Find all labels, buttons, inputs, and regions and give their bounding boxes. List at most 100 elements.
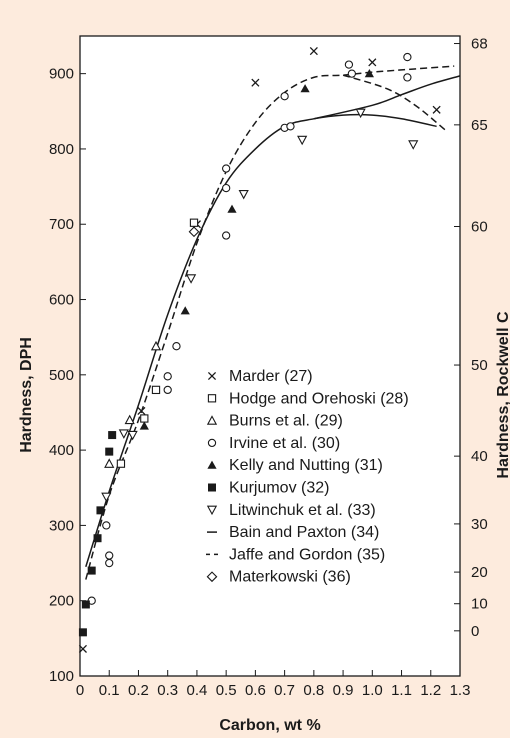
litwinchuk-et-al-33-point: [101, 492, 112, 503]
y-tick-label: 500: [49, 367, 74, 384]
irvine-et-al-30-point: [344, 60, 354, 69]
legend-label-burns-et-al-29: Burns et al. (29): [229, 413, 343, 430]
y-axis-label: Hardness, DPH: [18, 337, 35, 453]
y-tick-label: 600: [49, 292, 74, 309]
legend-label-jaffe-and-gordon-35: Jaffe and Gordon (35): [229, 546, 385, 563]
legend-label-kelly-and-nutting-31: Kelly and Nutting (31): [229, 457, 383, 474]
y-tick-label: 300: [49, 517, 74, 534]
y2-tick-label: 30: [471, 516, 488, 533]
litwinchuk-et-al-33-point: [355, 108, 366, 119]
x-tick-label: 0.9: [333, 682, 354, 699]
y-tick-label: 900: [49, 66, 74, 83]
x-tick-label: 0.4: [186, 682, 207, 699]
irvine-et-al-30-point: [163, 372, 172, 381]
kurjumov-32-point: [78, 628, 87, 637]
y-tick-label: 700: [49, 216, 74, 233]
marder-27-point: [309, 46, 318, 56]
x-tick-label: 0.2: [128, 682, 149, 699]
irvine-et-al-30-point: [280, 92, 289, 101]
y2-tick-label: 50: [471, 357, 488, 374]
y2-axis-label: Hardness, Rockwell C: [495, 311, 510, 479]
legend-swatch-kelly-and-nutting-31: [207, 460, 217, 469]
kelly-and-nutting-31-point: [364, 69, 374, 78]
kelly-and-nutting-31-point: [227, 204, 237, 213]
x-tick-label: 1.2: [420, 682, 441, 699]
legend-swatch-materkowski-36: [206, 571, 218, 583]
hodge-and-orehoski-28-point: [116, 459, 126, 468]
extra-curve-2-curve: [342, 74, 446, 131]
plot-frame: [79, 35, 461, 677]
litwinchuk-et-al-33-point: [238, 189, 249, 200]
litwinchuk-et-al-33-point: [118, 429, 129, 439]
y-tick-label: 800: [49, 141, 74, 158]
litwinchuk-et-al-33-point: [297, 135, 308, 146]
y2-tick-label: 65: [471, 117, 488, 134]
legend-label-marder-27: Marder (27): [229, 368, 313, 385]
x-tick-label: 1.3: [450, 682, 471, 699]
legend-swatch-marder-27: [207, 371, 217, 381]
irvine-et-al-30-point: [105, 558, 114, 568]
marder-27-point: [137, 406, 146, 416]
legend-swatch-burns-et-al-29: [206, 415, 218, 425]
x-tick-label: 0.1: [99, 682, 120, 699]
kurjumov-32-point: [93, 534, 102, 543]
y-tick-label: 400: [49, 442, 74, 459]
legend-label-kurjumov-32: Kurjumov (32): [229, 480, 329, 497]
burns-et-al-29-point: [124, 414, 135, 425]
legend-label-litwinchuk-et-al-33: Litwinchuk et al. (33): [229, 502, 376, 519]
legend-label-irvine-et-al-30: Irvine et al. (30): [229, 435, 340, 452]
hodge-and-orehoski-28-point: [140, 414, 149, 423]
legend-label-hodge-and-orehoski-28: Hodge and Orehoski (28): [229, 390, 409, 407]
kurjumov-32-point: [87, 566, 96, 575]
kurjumov-32-point: [81, 600, 90, 609]
x-tick-label: 0: [76, 682, 84, 699]
irvine-et-al-30-point: [163, 385, 172, 395]
litwinchuk-et-al-33-point: [185, 274, 197, 284]
x-axis-label: Carbon, wt %: [219, 717, 320, 734]
irvine-et-al-30-point: [222, 231, 231, 240]
burns-et-al-29-point: [104, 458, 115, 468]
marder-27-point: [251, 78, 260, 87]
hodge-and-orehoski-28-point: [151, 385, 161, 395]
kelly-and-nutting-31-point: [300, 84, 310, 93]
marder-27-point: [368, 58, 377, 67]
x-tick-label: 0.3: [157, 682, 178, 699]
y2-tick-label: 0: [471, 623, 479, 640]
x-tick-label: 1.0: [362, 682, 383, 699]
x-tick-label: 0.8: [303, 682, 324, 699]
irvine-et-al-30-point: [286, 122, 295, 131]
x-tick-label: 1.1: [391, 682, 412, 699]
kurjumov-32-point: [108, 431, 117, 440]
irvine-et-al-30-point: [403, 73, 412, 82]
legend-swatch-litwinchuk-et-al-33: [206, 505, 218, 516]
y-tick-label: 200: [49, 593, 74, 610]
legend-swatch-hodge-and-orehoski-28: [207, 394, 217, 403]
materkowski-36-point: [188, 226, 200, 238]
y2-tick-label: 40: [471, 448, 488, 465]
irvine-et-al-30-point: [105, 551, 114, 560]
irvine-et-al-30-point: [222, 164, 231, 173]
y2-tick-label: 60: [471, 218, 488, 235]
y2-tick-label: 68: [471, 36, 488, 53]
extra-curve-1-curve: [313, 75, 461, 120]
litwinchuk-et-al-33-point: [127, 430, 138, 441]
irvine-et-al-30-point: [403, 52, 412, 62]
x-tick-label: 0.7: [274, 682, 295, 699]
x-tick-label: 0.5: [216, 682, 237, 699]
legend-label-materkowski-36: Materkowski (36): [229, 569, 351, 586]
legend-swatch-kurjumov-32: [208, 483, 216, 492]
irvine-et-al-30-point: [347, 69, 356, 78]
legend-swatch-irvine-et-al-30: [207, 438, 217, 448]
irvine-et-al-30-point: [172, 342, 181, 351]
kurjumov-32-point: [96, 506, 105, 515]
kelly-and-nutting-31-point: [139, 421, 149, 430]
kurjumov-32-point: [105, 447, 114, 456]
hodge-and-orehoski-28-point: [189, 218, 199, 227]
bain-and-paxton-34-curve: [85, 113, 437, 568]
irvine-et-al-30-point: [222, 183, 231, 193]
kelly-and-nutting-31-point: [180, 306, 190, 315]
plot-area: [80, 36, 460, 676]
legend-label-bain-and-paxton-34: Bain and Paxton (34): [229, 524, 379, 541]
